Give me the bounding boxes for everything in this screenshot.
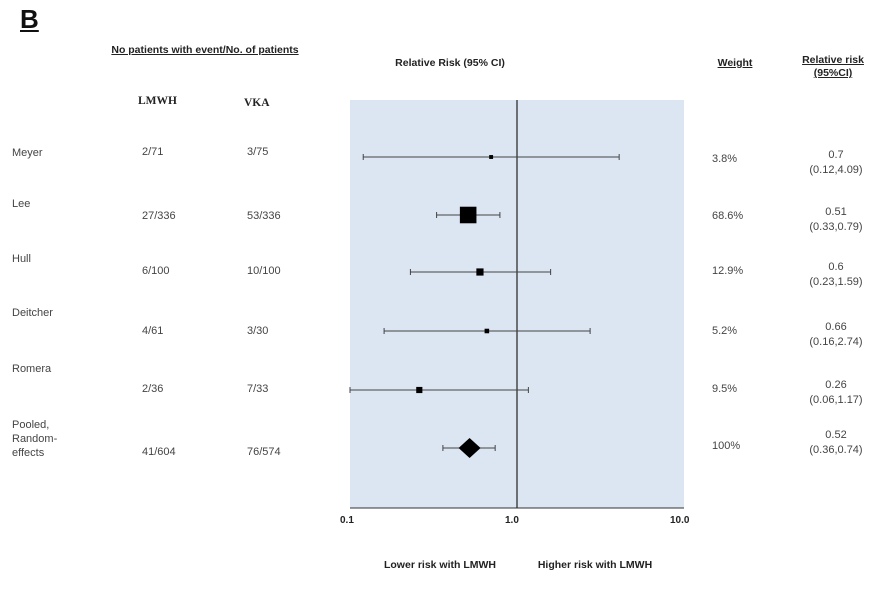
- point-estimate-marker: [489, 155, 494, 159]
- relative-risk-cell: 0.6 (0.23,1.59): [786, 260, 886, 290]
- lmwh-column-header: LMWH: [138, 95, 177, 107]
- vka-events: 7/33: [247, 383, 269, 395]
- weight-value: 9.5%: [712, 383, 738, 395]
- relative-risk-cell: 0.66 (0.16,2.74): [786, 320, 886, 350]
- footer-higher-risk: Higher risk with LMWH: [537, 559, 653, 571]
- vka-events: 3/30: [247, 325, 269, 337]
- rr-confidence-interval: (0.33,0.79): [809, 221, 863, 233]
- point-estimate-marker: [459, 206, 477, 224]
- weight-column-header: Weight: [717, 57, 753, 69]
- rr-point-estimate: 0.26: [825, 379, 847, 391]
- vka-events: 3/75: [247, 146, 269, 158]
- rr-confidence-interval: (0.23,1.59): [809, 276, 863, 288]
- point-estimate-marker: [416, 386, 423, 394]
- pooled-diamond: [458, 438, 481, 458]
- lmwh-events: 2/36: [142, 383, 164, 395]
- footer-lower-risk: Lower risk with LMWH: [383, 559, 496, 571]
- study-label: Romera: [12, 363, 52, 375]
- lmwh-events: 41/604: [142, 446, 176, 458]
- vka-column-header: VKA: [244, 97, 270, 109]
- vka-events: 53/336: [247, 210, 281, 222]
- rr-point-estimate: 0.66: [825, 321, 847, 333]
- lmwh-events: 4/61: [142, 325, 164, 337]
- vka-events: 10/100: [247, 265, 281, 277]
- weight-value: 3.8%: [712, 153, 738, 165]
- relative-risk-cell: 0.52 (0.36,0.74): [786, 428, 886, 458]
- rr-point-estimate: 0.52: [825, 429, 847, 441]
- point-estimate-marker: [476, 268, 484, 276]
- point-estimate-marker: [484, 328, 490, 334]
- weight-value: 5.2%: [712, 325, 738, 337]
- rr-point-estimate: 0.51: [825, 206, 847, 218]
- study-label: Hull: [12, 253, 31, 265]
- relative-risk-column-header: Relative risk (95%CI): [802, 54, 864, 79]
- x-tick-label: 1.0: [505, 515, 519, 526]
- lmwh-events: 6/100: [142, 265, 170, 277]
- rr-confidence-interval: (0.06,1.17): [809, 394, 863, 406]
- chart-title: Relative Risk (95% CI): [395, 57, 505, 69]
- lmwh-events: 2/71: [142, 146, 164, 158]
- x-tick-label: 10.0: [670, 515, 690, 526]
- study-label: Lee: [12, 198, 31, 210]
- relative-risk-cell: 0.51 (0.33,0.79): [786, 205, 886, 235]
- rr-point-estimate: 0.7: [828, 149, 844, 161]
- study-label: Meyer: [12, 147, 43, 159]
- rr-confidence-interval: (0.36,0.74): [809, 444, 863, 456]
- panel-label: B: [20, 4, 39, 34]
- study-label: Deitcher: [12, 307, 53, 319]
- events-column-header: No patients with event/No. of patients: [111, 44, 299, 56]
- rr-point-estimate: 0.6: [828, 261, 844, 273]
- weight-value: 68.6%: [712, 210, 744, 222]
- weight-value: 100%: [712, 440, 741, 452]
- rr-confidence-interval: (0.16,2.74): [809, 336, 863, 348]
- weight-value: 12.9%: [712, 265, 744, 277]
- x-tick-label: 0.1: [340, 515, 354, 526]
- study-label: Pooled, Random-effects: [12, 419, 58, 459]
- relative-risk-cell: 0.26 (0.06,1.17): [786, 378, 886, 408]
- vka-events: 76/574: [247, 446, 281, 458]
- relative-risk-cell: 0.7 (0.12,4.09): [786, 148, 886, 178]
- rr-confidence-interval: (0.12,4.09): [809, 164, 863, 176]
- lmwh-events: 27/336: [142, 210, 176, 222]
